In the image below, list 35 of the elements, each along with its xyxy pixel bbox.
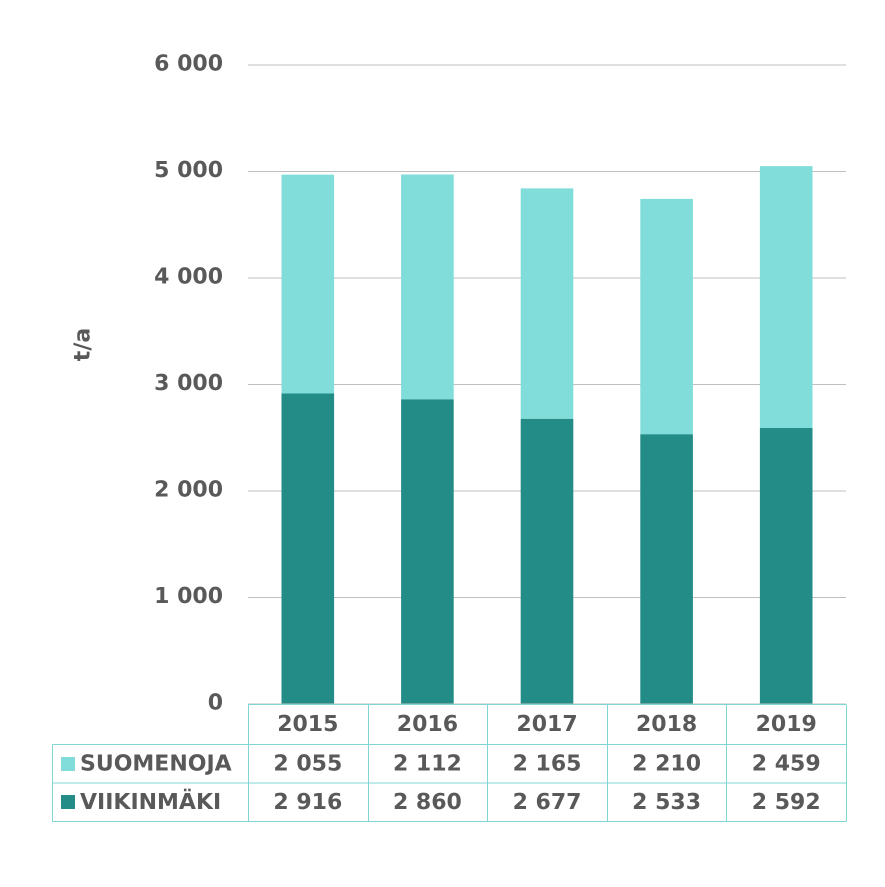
x-tick-label: 2017 <box>516 712 578 737</box>
bar <box>281 174 334 394</box>
bar <box>640 434 693 704</box>
y-tick-label: 6 000 <box>154 52 223 77</box>
data-label: 2 592 <box>752 790 821 815</box>
bar <box>520 188 574 419</box>
legend-label: VIIKINMÄKI <box>80 788 222 815</box>
x-tick-label: 2019 <box>756 712 817 737</box>
y-axis-title: t/a <box>70 328 96 362</box>
bar <box>520 418 574 704</box>
y-tick-label: 2 000 <box>154 478 223 503</box>
bar <box>760 428 813 704</box>
bar <box>281 393 334 704</box>
legend-label: SUOMENOJA <box>80 751 232 776</box>
y-tick-label: 0 <box>208 690 223 716</box>
data-label: 2 210 <box>632 751 702 776</box>
data-label: 2 165 <box>512 751 582 776</box>
data-label: 2 459 <box>752 751 821 776</box>
data-label: 2 916 <box>273 790 342 815</box>
data-label: 2 860 <box>392 790 462 815</box>
x-tick-label: 2018 <box>636 712 698 737</box>
y-tick-label: 4 000 <box>154 264 223 290</box>
data-label: 2 677 <box>512 790 582 815</box>
bar <box>401 399 454 704</box>
x-tick-label: 2016 <box>396 712 458 737</box>
y-tick-label: 3 000 <box>154 371 223 396</box>
data-label: 2 533 <box>632 790 702 815</box>
bar <box>640 198 693 434</box>
x-tick-label: 2015 <box>277 712 338 737</box>
bar <box>760 166 813 428</box>
bar <box>401 174 454 400</box>
data-label: 2 055 <box>273 751 342 776</box>
data-label: 2 112 <box>392 751 462 776</box>
y-tick-label: 1 000 <box>154 584 223 610</box>
y-tick-label: 5 000 <box>154 158 223 184</box>
